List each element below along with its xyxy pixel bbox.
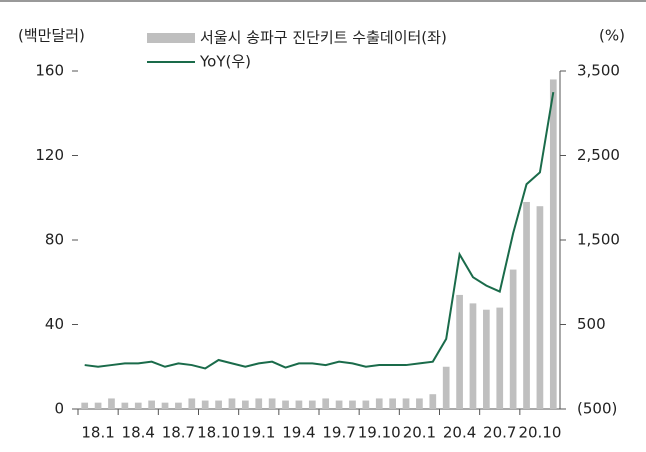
y2-axis-label: (%) [599, 27, 625, 45]
bar [523, 201, 530, 409]
x-tick-label: 20.4 [443, 424, 476, 442]
bar [175, 402, 182, 409]
bar [134, 402, 142, 409]
bar [402, 398, 410, 409]
x-tick-label: 19.10 [358, 424, 401, 442]
x-tick-label: 19.1 [242, 424, 275, 442]
x-tick-label: 20.1 [403, 424, 436, 442]
bar [308, 400, 316, 409]
bar [389, 398, 396, 409]
x-tick-label: 18.7 [162, 424, 195, 442]
x-tick-label: 18.4 [122, 424, 155, 442]
x-tick-label: 19.7 [322, 424, 355, 442]
x-tick-label: 19.4 [282, 424, 315, 442]
line [84, 91, 555, 370]
x-tick-label: 18.1 [81, 424, 114, 442]
bar [322, 398, 330, 409]
bar [228, 398, 236, 409]
y2-tick-label: 1,500 [577, 231, 620, 249]
bar [483, 309, 490, 409]
bar [282, 400, 289, 409]
bar [268, 398, 276, 409]
x-tick-label: 20.7 [483, 424, 516, 442]
y2-tick-label: 500 [577, 315, 606, 333]
y2-tick-label: (500) [577, 400, 617, 418]
bar [121, 402, 129, 409]
y-tick-label: 0 [54, 400, 64, 418]
bar [549, 79, 557, 409]
bar [362, 400, 370, 409]
bar [349, 400, 356, 409]
bar [429, 394, 437, 409]
bar [148, 400, 155, 409]
bar [442, 366, 450, 409]
bar [242, 400, 249, 409]
bar [161, 402, 169, 409]
bar [295, 400, 303, 409]
bar [536, 206, 544, 409]
bar [215, 400, 222, 409]
y-tick-label: 120 [35, 146, 64, 164]
bar [108, 398, 115, 409]
legend-label: 서울시 송파구 진단키트 수출데이터(좌) [200, 29, 447, 47]
y-tick-label: 160 [35, 62, 64, 80]
legend-swatch [147, 33, 195, 43]
y-tick-label: 80 [45, 231, 64, 249]
bar [335, 400, 343, 409]
bar [496, 307, 504, 409]
bar [509, 269, 517, 409]
y2-tick-label: 3,500 [577, 62, 620, 80]
bar [81, 402, 89, 409]
bar [201, 400, 209, 409]
y2-tick-label: 2,500 [577, 146, 620, 164]
bar [255, 398, 263, 409]
bar [375, 398, 383, 409]
x-tick-label: 20.10 [518, 424, 561, 442]
bar [188, 398, 196, 409]
x-tick-label: 18.10 [197, 424, 240, 442]
legend-label: YoY(우) [199, 53, 251, 71]
y-tick-label: 40 [45, 315, 64, 333]
bar [469, 303, 477, 409]
bar [416, 398, 423, 409]
y-axis-label: (백만달러) [18, 27, 85, 45]
bar [94, 402, 102, 409]
bar [456, 294, 463, 409]
